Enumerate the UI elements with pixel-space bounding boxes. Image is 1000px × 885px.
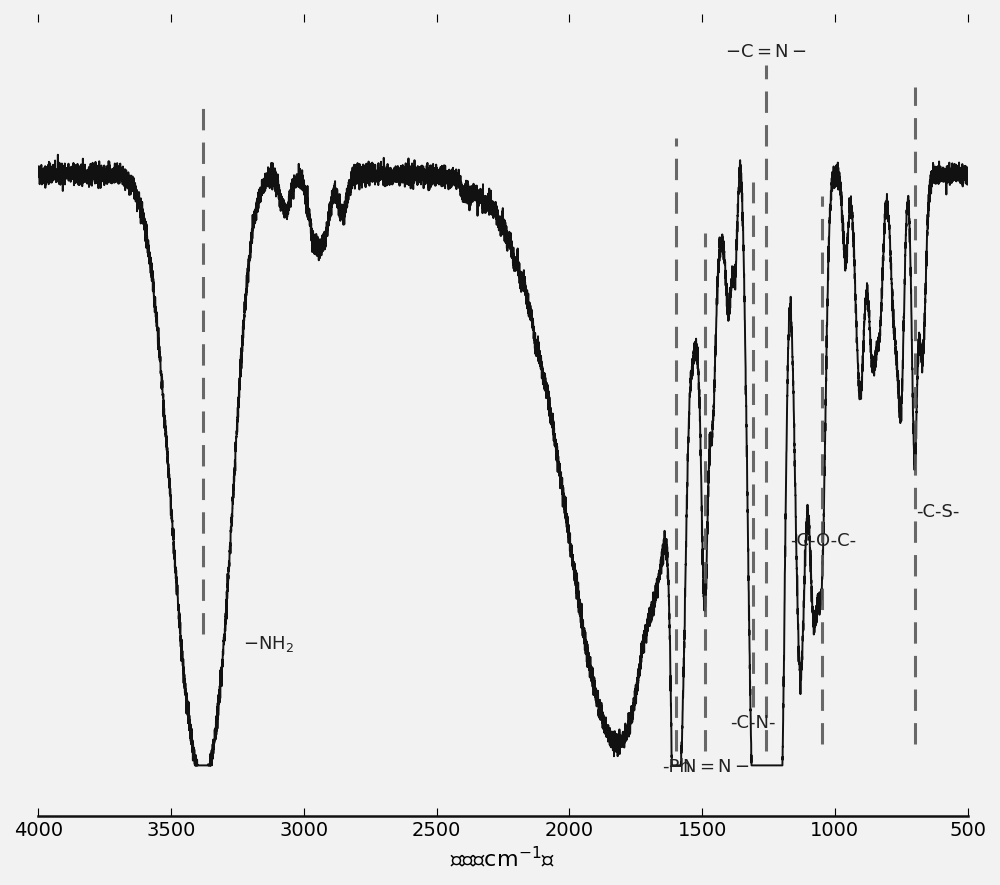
X-axis label: 波数（cm$^{-1}$）: 波数（cm$^{-1}$） bbox=[450, 846, 556, 871]
Text: -C-O-C-: -C-O-C- bbox=[790, 532, 856, 550]
Text: $-\mathrm{C{=}N-}$: $-\mathrm{C{=}N-}$ bbox=[725, 43, 807, 61]
Text: -Ph: -Ph bbox=[663, 758, 691, 776]
Text: -C-S-: -C-S- bbox=[916, 503, 959, 520]
Text: -C-N-: -C-N- bbox=[730, 714, 776, 732]
Text: $-\mathrm{N{=}N-}$: $-\mathrm{N{=}N-}$ bbox=[667, 758, 749, 776]
Text: $-\mathrm{NH_2}$: $-\mathrm{NH_2}$ bbox=[243, 634, 294, 654]
